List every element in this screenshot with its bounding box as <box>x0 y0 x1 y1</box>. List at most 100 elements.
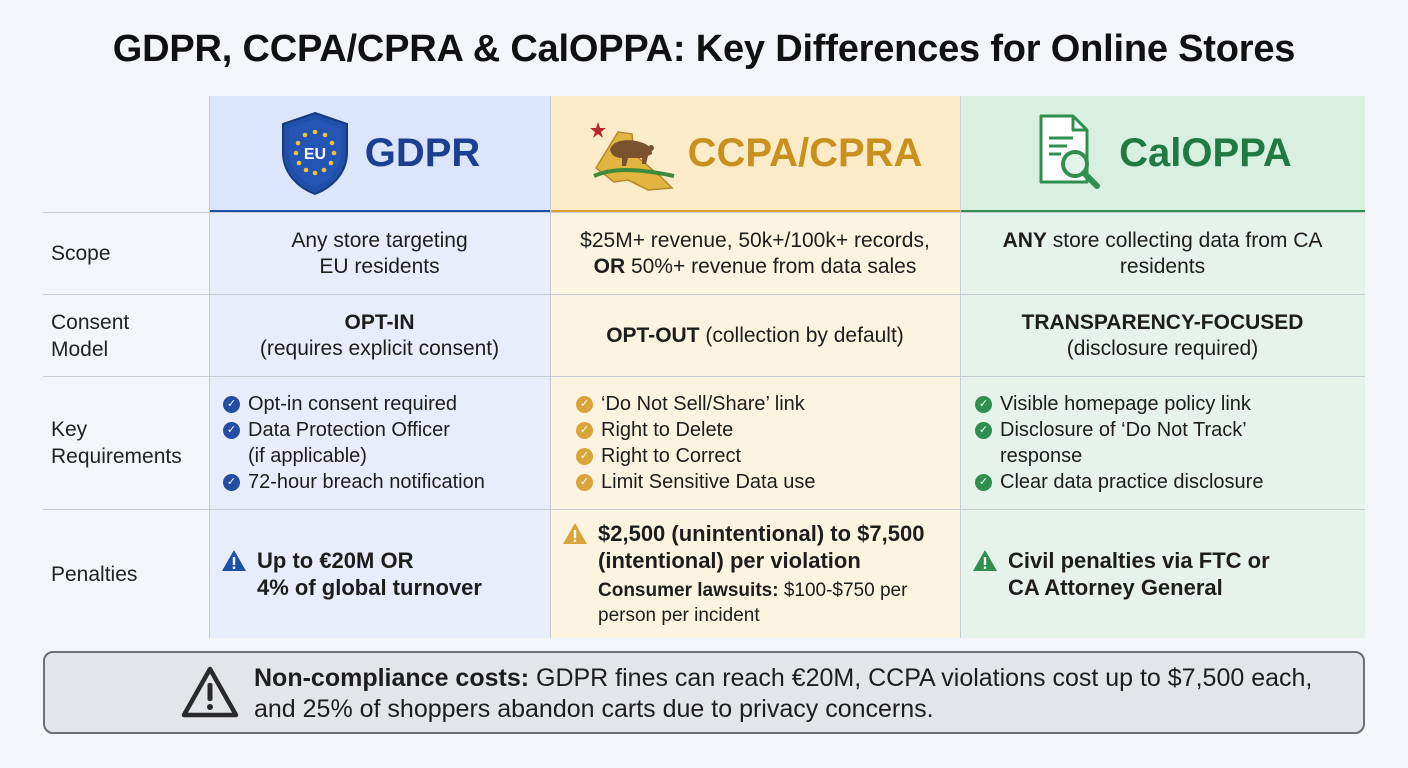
lawsuit-value: $100-$750 per <box>778 580 908 601</box>
ccpa-penalties-cell: $2,500 (unintentional) to $7,500 (intent… <box>550 510 960 638</box>
penalty-line: 4% of global turnover <box>257 575 482 600</box>
gdpr-scope-cell: Any store targeting EU residents <box>209 213 550 294</box>
callout-line: and 25% of shoppers abandon carts due to… <box>254 695 934 723</box>
penalty-block: Civil penalties via FTC or CA Attorney G… <box>972 547 1270 601</box>
list-item: ✓ Right to Delete <box>576 417 816 443</box>
row-label-requirements: Key Requirements <box>51 377 209 509</box>
cell-text: OPT-OUT (collection by default) <box>606 323 904 349</box>
caloppa-header-bg <box>960 96 1365 212</box>
row-label-consent: Consent Model <box>51 295 209 376</box>
check-icon: ✓ <box>576 422 593 439</box>
cell-text: Any store targeting <box>291 228 468 252</box>
gdpr-penalties-cell: Up to €20M OR 4% of global turnover <box>209 510 550 638</box>
row-divider <box>43 376 1365 377</box>
warning-icon <box>563 523 587 544</box>
california-bear-icon <box>589 122 674 191</box>
warning-icon <box>973 550 997 571</box>
cell-bold-text: TRANSPARENCY-FOCUSED <box>1021 310 1304 334</box>
ccpa-header-underline <box>550 210 960 213</box>
ccpa-consent-cell: OPT-OUT (collection by default) <box>550 295 960 376</box>
gdpr-consent-cell: OPT-IN (requires explicit consent) <box>209 295 550 376</box>
check-icon: ✓ <box>975 396 992 413</box>
page-title: GDPR, CCPA/CPRA & CalOPPA: Key Differenc… <box>112 28 1296 70</box>
eu-badge-text: EU <box>304 146 326 163</box>
caloppa-header: CalOPPA <box>960 96 1365 210</box>
penalty-line: CA Attorney General <box>1008 575 1223 600</box>
list-item: ✓ Opt-in consent required <box>223 391 485 417</box>
list-item-text: Disclosure of ‘Do Not Track’ <box>1000 419 1247 441</box>
ccpa-requirements-cell: ✓ ‘Do Not Sell/Share’ link ✓ Right to Dele… <box>550 377 960 509</box>
caloppa-header-underline <box>960 210 1365 213</box>
gdpr-header-bg <box>209 96 550 212</box>
ccpa-requirements-list: ✓ ‘Do Not Sell/Share’ link ✓ Right to Dele… <box>576 391 816 495</box>
check-icon: ✓ <box>576 474 593 491</box>
list-item: ✓ ‘Do Not Sell/Share’ link <box>576 391 816 417</box>
gdpr-header: EU GDPR <box>209 96 550 210</box>
list-item-text: Visible homepage policy link <box>1000 393 1251 415</box>
caloppa-requirements-cell: ✓ Visible homepage policy link ✓ Disclosur… <box>960 377 1365 509</box>
gdpr-header-underline <box>209 210 550 213</box>
penalty-block: Up to €20M OR 4% of global turnover <box>221 547 482 601</box>
cell-text: (collection by default) <box>699 323 904 347</box>
penalty-line: Civil penalties via FTC or <box>1008 548 1270 573</box>
lawsuit-text: Consumer lawsuits: $100-$750 per <box>598 578 924 603</box>
cell-text: (requires explicit consent) <box>259 336 500 360</box>
cell-text: (disclosure required) <box>1066 336 1259 360</box>
cell-text: OR 50%+ revenue from data sales <box>594 254 917 280</box>
list-item: ✓ Disclosure of ‘Do Not Track’ response <box>975 417 1263 469</box>
lawsuit-label: Consumer lawsuits: <box>598 580 779 601</box>
cell-text: EU residents <box>319 254 440 278</box>
lawsuit-value: person per incident <box>598 605 760 626</box>
gdpr-header-label: GDPR <box>364 130 481 175</box>
row-label-text: Requirements <box>51 445 182 468</box>
gdpr-requirements-cell: ✓ Opt-in consent required ✓ Data Protectio… <box>209 377 550 509</box>
penalty-text: $2,500 (unintentional) to $7,500 (intent… <box>598 520 924 628</box>
check-icon: ✓ <box>223 422 240 439</box>
cell-bold-text: OR <box>593 254 626 278</box>
list-item: ✓ Data Protection Officer (if applicable) <box>223 417 485 469</box>
cell-text: 50%+ revenue from data sales <box>625 254 917 278</box>
row-label-text: Penalties <box>51 562 138 586</box>
warning-icon <box>181 666 239 718</box>
caloppa-penalties-cell: Civil penalties via FTC or CA Attorney G… <box>960 510 1365 638</box>
cell-bold-text: ANY <box>1002 228 1047 252</box>
list-item: ✓ Right to Correct <box>576 443 816 469</box>
check-icon: ✓ <box>223 396 240 413</box>
row-label-text: Key <box>51 418 88 441</box>
caloppa-scope-cell: ANY store collecting data from CA reside… <box>960 213 1365 294</box>
column-divider <box>960 96 961 638</box>
check-icon: ✓ <box>576 396 593 413</box>
penalty-text: Up to €20M OR 4% of global turnover <box>257 547 482 601</box>
comparison-table: EU GDPR CCPA/CPRA CalOPPA Scope Consent <box>43 96 1365 638</box>
noncompliance-callout: Non-compliance costs: GDPR fines can rea… <box>43 651 1365 734</box>
ccpa-header-label: CCPA/CPRA <box>687 130 923 175</box>
ccpa-scope-cell: $25M+ revenue, 50k+/100k+ records, OR 50… <box>550 213 960 294</box>
penalty-text: Civil penalties via FTC or CA Attorney G… <box>1008 547 1270 601</box>
cell-text: residents <box>1119 254 1206 278</box>
row-label-text: Model <box>51 337 109 361</box>
list-item-subtext: (if applicable) <box>248 445 367 467</box>
list-item-text: 72-hour breach notification <box>248 471 485 493</box>
ccpa-header: CCPA/CPRA <box>550 96 960 210</box>
gdpr-requirements-list: ✓ Opt-in consent required ✓ Data Protectio… <box>223 391 485 495</box>
caloppa-header-label: CalOPPA <box>1119 130 1292 175</box>
callout-line: Non-compliance costs: GDPR fines can rea… <box>254 663 1354 694</box>
document-search-icon <box>1039 114 1101 189</box>
row-label-text: Scope <box>51 242 111 265</box>
cell-bold-text: OPT-IN <box>344 310 415 334</box>
cell-text: store collecting data from CA <box>1046 228 1323 252</box>
row-label-text: Consent <box>51 310 130 334</box>
cell-text: ANY store collecting data from CA <box>1003 228 1323 254</box>
column-divider <box>209 96 210 638</box>
row-divider <box>43 212 1365 213</box>
check-icon: ✓ <box>975 422 992 439</box>
column-divider <box>550 96 551 638</box>
cell-bold-text: OPT-OUT <box>606 323 700 347</box>
eu-shield-icon: EU <box>281 111 348 196</box>
caloppa-requirements-list: ✓ Visible homepage policy link ✓ Disclosur… <box>975 391 1263 495</box>
callout-rest: GDPR fines can reach €20M, CCPA violatio… <box>529 664 1313 692</box>
penalty-block: $2,500 (unintentional) to $7,500 (intent… <box>562 520 924 628</box>
cell-text: $25M+ revenue, 50k+/100k+ records, <box>580 228 930 252</box>
list-item: ✓ Limit Sensitive Data use <box>576 469 816 495</box>
list-item-text: Disclosure of ‘Do Not Track’ response <box>1000 417 1247 469</box>
